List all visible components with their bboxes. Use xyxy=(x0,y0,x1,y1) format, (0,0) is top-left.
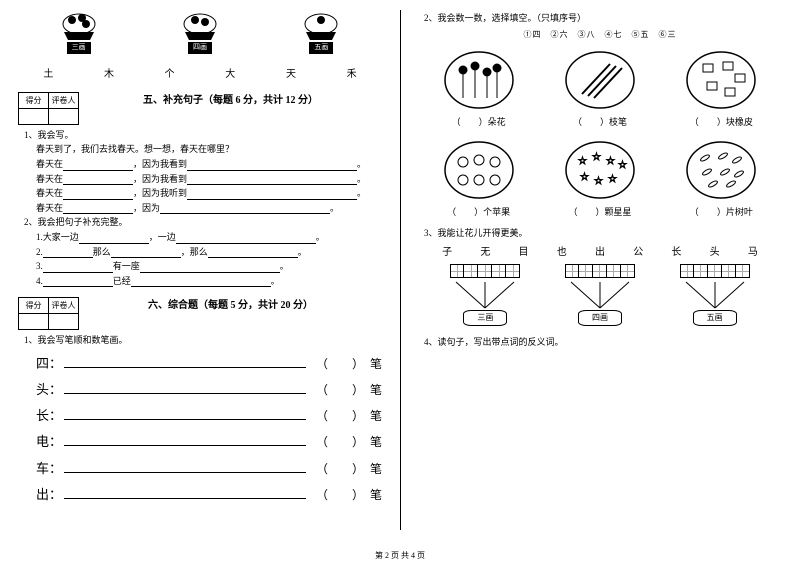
section6-title: 六、综合题（每题 5 分，共计 20 分） xyxy=(79,299,382,313)
r-q4: 4、读句子，写出带点词的反义词。 xyxy=(424,336,782,349)
cell-apples: （ ）个苹果 xyxy=(429,138,529,219)
cup-row: 三画 四画 五画 xyxy=(428,310,772,326)
svg-text:☆: ☆ xyxy=(594,176,603,187)
char: 个 xyxy=(165,68,175,82)
s5-q2-l1: 1.大家一边，一边。 xyxy=(36,231,382,244)
s5-q1: 1、我会写。 xyxy=(24,129,382,142)
r-q3: 3、我能让花儿开得更美。 xyxy=(424,227,782,240)
char: 木 xyxy=(104,68,114,82)
stroke-row: 四：（ ）笔 xyxy=(36,355,382,373)
stroke-row: 出：（ ）笔 xyxy=(36,486,382,504)
image-row-2: （ ）个苹果 ☆☆☆☆ ☆☆☆ （ ）颗星星 xyxy=(418,138,782,219)
worksheet-page: 三画 四画 五画 土 木 个 xyxy=(0,0,800,565)
tian-grids xyxy=(428,264,772,278)
svg-text:☆: ☆ xyxy=(608,174,617,185)
char: 土 xyxy=(43,68,53,82)
cell-stars: ☆☆☆☆ ☆☆☆ （ ）颗星星 xyxy=(550,138,650,219)
scorebox-h2: 评卷人 xyxy=(49,92,79,108)
s5-q1-line: 春天在，因为我听到。 xyxy=(36,187,382,200)
pot-2-label: 四画 xyxy=(188,42,212,54)
cell-flowers: （ ）朵花 xyxy=(429,48,529,129)
characters-row: 土 木 个 大 天 禾 xyxy=(18,68,382,82)
section6-header: 得分评卷人 六、综合题（每题 5 分，共计 20 分） xyxy=(18,297,382,332)
stroke-row: 头：（ ）笔 xyxy=(36,381,382,399)
pot-3-label: 五画 xyxy=(309,42,333,54)
match-chars-row: 子 无 目 也 出 公 长 头 马 xyxy=(428,246,772,260)
s5-q2-l4: 4.已经。 xyxy=(36,275,382,288)
svg-text:☆: ☆ xyxy=(578,156,587,167)
pots-row: 三画 四画 五画 xyxy=(18,10,382,54)
s5-q2: 2、我会把句子补充完整。 xyxy=(24,216,382,229)
section5-header: 得分 评卷人 五、补充句子（每题 6 分，共计 12 分） xyxy=(18,92,382,127)
s5-q1-line: 春天在，因为我看到。 xyxy=(36,173,382,186)
s5-q2-l3: 3.有一座。 xyxy=(36,260,382,273)
svg-text:☆: ☆ xyxy=(580,172,589,183)
cell-leaves: （ ）片树叶 xyxy=(671,138,771,219)
char: 禾 xyxy=(347,68,357,82)
cell-erasers: （ ）块橡皮 xyxy=(671,48,771,129)
r-options: ①四 ②六 ③八 ④七 ⑤五 ⑥三 xyxy=(418,29,782,40)
cup-5: 五画 xyxy=(693,310,737,326)
scorebox: 得分 评卷人 xyxy=(18,92,79,125)
scorebox-h1: 得分 xyxy=(19,92,49,108)
page-footer: 第 2 页 共 4 页 xyxy=(0,550,800,561)
s5-q2-l2: 2.那么，那么。 xyxy=(36,246,382,259)
right-column: 2、我会数一数，选择填空。（只填序号） ①四 ②六 ③八 ④七 ⑤五 ⑥三 （ … xyxy=(400,0,800,565)
s5-q1-intro: 春天到了，我们去找春天。想一想，春天在哪里？ xyxy=(36,143,382,156)
cell-pens: （ ）枝笔 xyxy=(550,48,650,129)
pot-1: 三画 xyxy=(52,10,106,54)
cup-3: 三画 xyxy=(463,310,507,326)
s6-q1: 1、我会写笔顺和数笔画。 xyxy=(24,334,382,347)
svg-text:☆: ☆ xyxy=(618,160,627,171)
funnel-row xyxy=(428,280,772,310)
s5-q1-line: 春天在，因为。 xyxy=(36,202,382,215)
left-column: 三画 四画 五画 土 木 个 xyxy=(0,0,400,565)
svg-text:☆: ☆ xyxy=(592,152,601,163)
r-q2: 2、我会数一数，选择填空。（只填序号） xyxy=(424,12,782,25)
pot-2: 四画 xyxy=(173,10,227,54)
char: 大 xyxy=(225,68,235,82)
stroke-row: 车：（ ）笔 xyxy=(36,460,382,478)
pot-3: 五画 xyxy=(294,10,348,54)
pot-1-label: 三画 xyxy=(67,42,91,54)
scorebox: 得分评卷人 xyxy=(18,297,79,330)
stroke-row: 电：（ ）笔 xyxy=(36,433,382,451)
svg-text:☆: ☆ xyxy=(606,156,615,167)
image-row-1: （ ）朵花 （ ）枝笔 xyxy=(418,48,782,129)
section5-title: 五、补充句子（每题 6 分，共计 12 分） xyxy=(79,94,382,108)
cup-4: 四画 xyxy=(578,310,622,326)
char: 天 xyxy=(286,68,296,82)
stroke-row: 长：（ ）笔 xyxy=(36,407,382,425)
s5-q1-line: 春天在，因为我看到。 xyxy=(36,158,382,171)
